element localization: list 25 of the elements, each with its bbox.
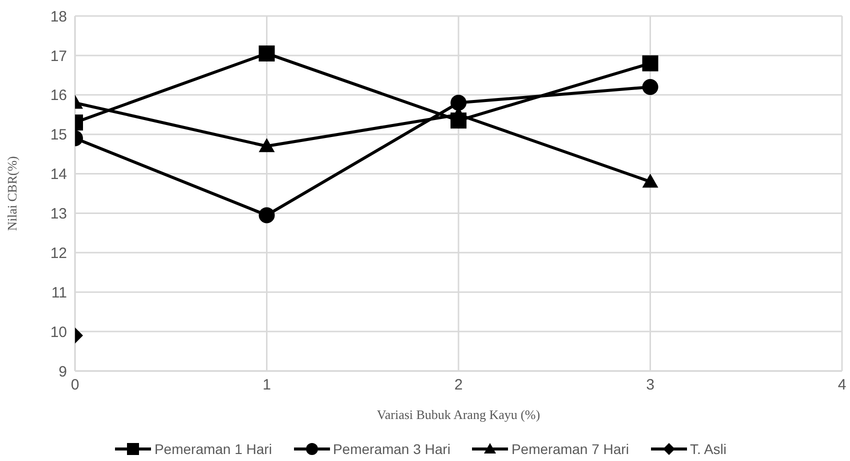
x-axis-title: Variasi Bubuk Arang Kayu (%): [376, 407, 540, 422]
y-tick-label: 12: [50, 244, 67, 262]
y-tick-label: 17: [50, 48, 67, 65]
x-tick-label: 0: [70, 376, 80, 394]
point: [450, 94, 466, 111]
x-tick-label: 1: [262, 376, 271, 394]
legend-label: T. Asli: [690, 441, 727, 457]
point: [642, 174, 658, 188]
y-tick-label: 11: [51, 284, 67, 302]
y-tick-label: 10: [50, 324, 67, 341]
y-tick-label: 14: [50, 166, 67, 184]
y-tick-label: 16: [50, 87, 67, 104]
point: [642, 55, 658, 72]
y-axis-title: Nilai CBR(%): [4, 156, 20, 231]
y-tick-label: 15: [50, 126, 67, 144]
y-tick-label: 18: [50, 8, 67, 26]
legend-label: Pemeraman 1 Hari: [154, 441, 272, 457]
x-tick-label: 4: [838, 376, 846, 394]
legend-label: Pemeraman 3 Hari: [332, 441, 450, 457]
y-tick-label: 13: [50, 206, 67, 223]
legend-label: Pemeraman 7 Hari: [511, 441, 629, 457]
y-tick-label: 9: [58, 363, 67, 380]
point: [642, 79, 658, 95]
x-tick-label: 3: [646, 376, 654, 394]
x-tick-label: 2: [454, 376, 463, 394]
